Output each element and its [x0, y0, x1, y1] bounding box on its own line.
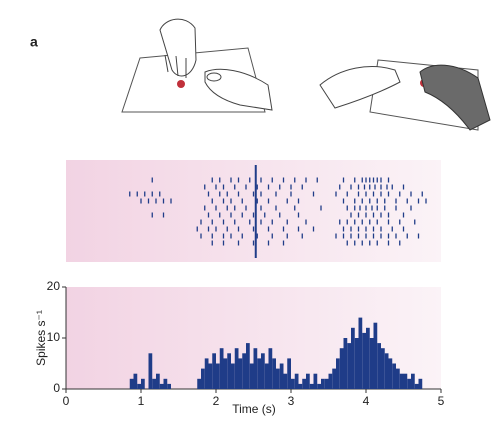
bar — [351, 327, 355, 389]
bar — [418, 378, 423, 389]
bar — [317, 383, 321, 389]
y-tick-label: 0 — [53, 381, 60, 395]
bar — [242, 353, 246, 389]
bar — [133, 373, 138, 389]
raster-background — [66, 160, 441, 262]
bar — [414, 383, 419, 389]
bar — [294, 373, 299, 389]
x-tick-label: 5 — [438, 394, 445, 408]
illustration-left — [121, 18, 273, 113]
bar — [156, 373, 160, 389]
bar — [373, 322, 378, 389]
bar — [253, 348, 258, 389]
y-axis-label: Spikes s⁻¹ — [34, 310, 48, 366]
bar — [407, 378, 411, 389]
bar — [129, 378, 134, 389]
bar — [268, 348, 273, 389]
bar — [212, 353, 216, 389]
x-tick-label: 3 — [288, 394, 295, 408]
bar — [272, 358, 276, 389]
bar — [366, 327, 370, 389]
y-tick-label: 10 — [47, 330, 61, 344]
bar — [234, 348, 239, 389]
bar — [369, 338, 374, 389]
bar — [287, 358, 291, 389]
bar — [381, 348, 385, 389]
bar — [152, 378, 156, 389]
bar — [231, 363, 235, 389]
x-tick-label: 2 — [213, 394, 220, 408]
bar — [249, 363, 254, 389]
bar — [216, 363, 220, 389]
panel-label: a — [30, 34, 38, 50]
bar — [219, 348, 224, 389]
bar — [392, 363, 396, 389]
bar — [313, 373, 318, 389]
bar — [306, 373, 310, 389]
bar — [159, 383, 164, 389]
x-tick-label: 4 — [363, 394, 370, 408]
bar — [328, 373, 333, 389]
bar — [298, 383, 303, 389]
bar — [336, 358, 340, 389]
bar — [339, 348, 344, 389]
bar — [148, 353, 153, 389]
bar — [276, 368, 280, 389]
bar — [399, 373, 404, 389]
bar — [227, 353, 231, 389]
x-tick-label: 0 — [63, 394, 70, 408]
illustration-right — [319, 59, 491, 131]
bar — [238, 358, 243, 389]
bar — [403, 373, 408, 389]
bar — [201, 368, 205, 389]
bar — [388, 358, 393, 389]
bar — [197, 378, 201, 389]
bar — [411, 373, 415, 389]
bar — [362, 332, 366, 389]
bar — [137, 383, 141, 389]
bar — [141, 378, 145, 389]
bar — [264, 363, 269, 389]
bar — [204, 358, 209, 389]
x-tick-label: 1 — [138, 394, 145, 408]
bar — [246, 343, 250, 389]
bar — [163, 378, 168, 389]
bar — [208, 363, 213, 389]
bar — [223, 358, 228, 389]
bar — [324, 378, 329, 389]
bar — [321, 378, 325, 389]
bar — [291, 378, 295, 389]
bar — [347, 343, 351, 389]
x-axis-label: Time (s) — [232, 402, 276, 416]
bar — [343, 338, 348, 389]
bar — [354, 338, 359, 389]
bar — [302, 378, 306, 389]
bar — [283, 373, 288, 389]
bar — [332, 368, 336, 389]
bar — [261, 353, 265, 389]
bar — [396, 368, 400, 389]
y-tick-label: 20 — [47, 279, 61, 293]
bar — [358, 317, 363, 389]
bar — [279, 363, 284, 389]
bar — [167, 383, 171, 389]
bar — [309, 383, 314, 389]
bar — [257, 358, 261, 389]
bar — [377, 343, 381, 389]
bar — [384, 353, 389, 389]
